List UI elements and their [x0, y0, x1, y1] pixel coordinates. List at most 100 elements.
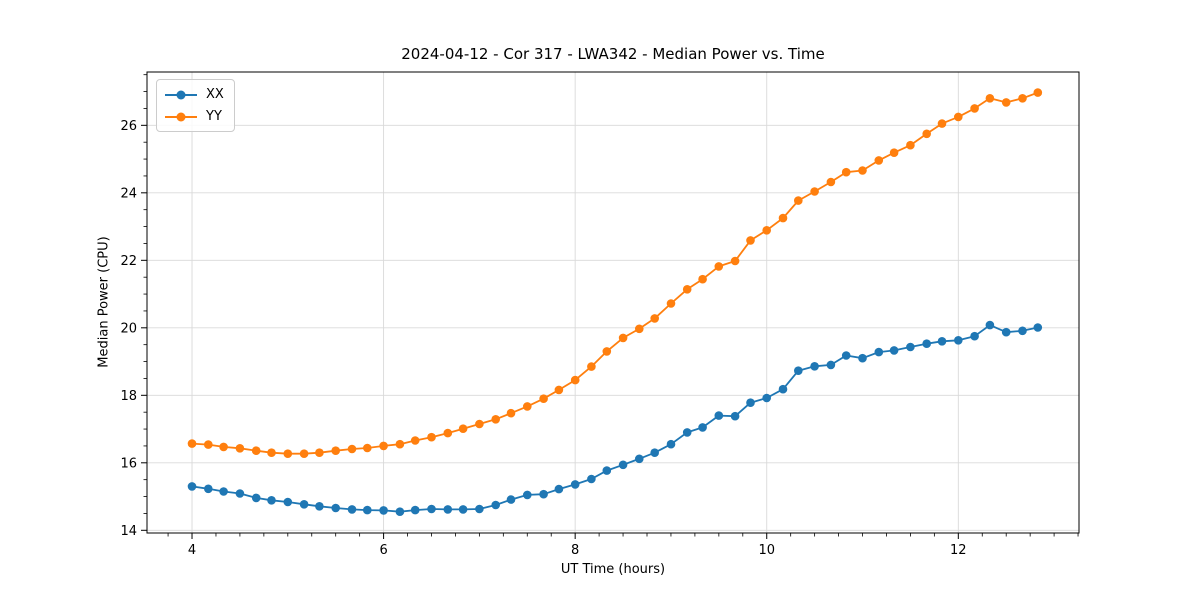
data-point-xx: [1001, 327, 1011, 337]
data-point-yy: [219, 442, 228, 452]
data-point-xx: [523, 490, 532, 500]
data-point-yy: [395, 439, 405, 449]
data-point-xx: [587, 474, 596, 484]
data-point-yy: [458, 424, 468, 434]
data-point-xx: [714, 411, 724, 420]
data-point-yy: [506, 408, 516, 418]
data-point-yy: [204, 440, 213, 449]
data-point-xx: [650, 448, 659, 458]
data-point-yy: [937, 119, 947, 128]
data-point-xx: [475, 504, 484, 514]
data-point-yy: [985, 94, 995, 103]
data-point-xx: [826, 360, 836, 370]
data-point-xx: [235, 489, 245, 498]
x-tick-label: 8: [571, 543, 579, 558]
data-point-yy: [363, 443, 372, 453]
series-line-xx: [191, 324, 1039, 513]
data-point-xx: [858, 353, 867, 363]
data-point-xx: [746, 398, 755, 408]
data-point-xx: [187, 482, 197, 491]
data-point-xx: [1018, 326, 1027, 336]
data-point-yy: [251, 446, 261, 456]
data-point-yy: [523, 402, 532, 411]
y-tick-label: 22: [120, 254, 137, 269]
data-point-xx: [1033, 323, 1043, 332]
data-point-yy: [347, 444, 357, 454]
data-point-xx: [379, 506, 388, 515]
data-point-yy: [570, 375, 580, 385]
data-point-yy: [1033, 88, 1043, 97]
data-point-xx: [841, 351, 851, 360]
data-point-yy: [602, 347, 612, 356]
y-tick-label: 14: [120, 524, 137, 539]
y-tick-label: 24: [120, 186, 137, 201]
data-point-yy: [618, 333, 628, 343]
data-point-xx: [922, 339, 931, 349]
data-point-xx: [730, 411, 740, 421]
legend-line-marker-icon: [165, 90, 197, 99]
data-point-xx: [778, 384, 788, 394]
data-point-xx: [395, 507, 405, 516]
data-point-xx: [762, 393, 771, 403]
data-point-yy: [794, 196, 803, 205]
data-point-xx: [682, 428, 692, 437]
data-point-xx: [539, 489, 548, 499]
data-point-yy: [826, 177, 836, 187]
data-point-xx: [554, 484, 564, 494]
data-point-yy: [491, 415, 501, 424]
data-point-yy: [810, 187, 819, 196]
data-point-yy: [299, 449, 309, 459]
data-point-xx: [443, 505, 453, 514]
data-point-xx: [954, 336, 963, 345]
data-point-yy: [730, 256, 740, 266]
x-axis-label: UT Time (hours): [560, 562, 666, 577]
data-point-yy: [682, 285, 692, 294]
data-point-xx: [219, 487, 228, 496]
data-point-yy: [331, 446, 341, 456]
data-point-xx: [363, 505, 372, 515]
y-tick-label: 20: [120, 321, 137, 336]
data-point-xx: [602, 466, 612, 475]
data-point-yy: [187, 439, 197, 448]
legend-label-xx: XX: [206, 87, 224, 102]
data-point-yy: [379, 441, 388, 451]
data-point-xx: [985, 320, 995, 330]
data-point-yy: [666, 299, 676, 308]
data-point-yy: [283, 449, 293, 459]
data-point-xx: [427, 504, 436, 514]
data-point-xx: [315, 502, 324, 511]
data-point-xx: [410, 505, 420, 515]
data-point-yy: [762, 226, 771, 235]
data-point-yy: [889, 148, 899, 157]
data-point-xx: [635, 454, 644, 464]
data-point-xx: [251, 493, 261, 503]
data-point-xx: [267, 496, 276, 505]
data-point-xx: [331, 503, 341, 513]
data-point-yy: [587, 362, 596, 371]
data-point-xx: [283, 497, 293, 507]
data-point-yy: [922, 129, 931, 139]
plot-border: [146, 71, 1080, 534]
y-tick-label: 26: [120, 119, 137, 134]
data-point-xx: [698, 423, 707, 432]
data-point-xx: [810, 362, 819, 371]
data-point-yy: [906, 140, 915, 150]
data-point-xx: [347, 505, 357, 514]
data-point-yy: [635, 324, 644, 334]
data-point-yy: [858, 166, 867, 175]
data-point-xx: [458, 505, 468, 514]
data-point-yy: [443, 428, 453, 438]
data-point-yy: [410, 436, 420, 445]
data-point-xx: [937, 337, 947, 346]
data-point-xx: [491, 500, 501, 510]
y-tick-label: 16: [120, 456, 137, 471]
y-tick-label: 18: [120, 389, 137, 404]
legend-item-yy: YY: [164, 107, 224, 126]
data-point-xx: [204, 484, 213, 494]
data-point-xx: [874, 347, 884, 357]
data-point-yy: [475, 419, 484, 429]
data-point-yy: [746, 236, 755, 245]
data-point-xx: [970, 331, 979, 341]
data-point-xx: [570, 480, 580, 489]
